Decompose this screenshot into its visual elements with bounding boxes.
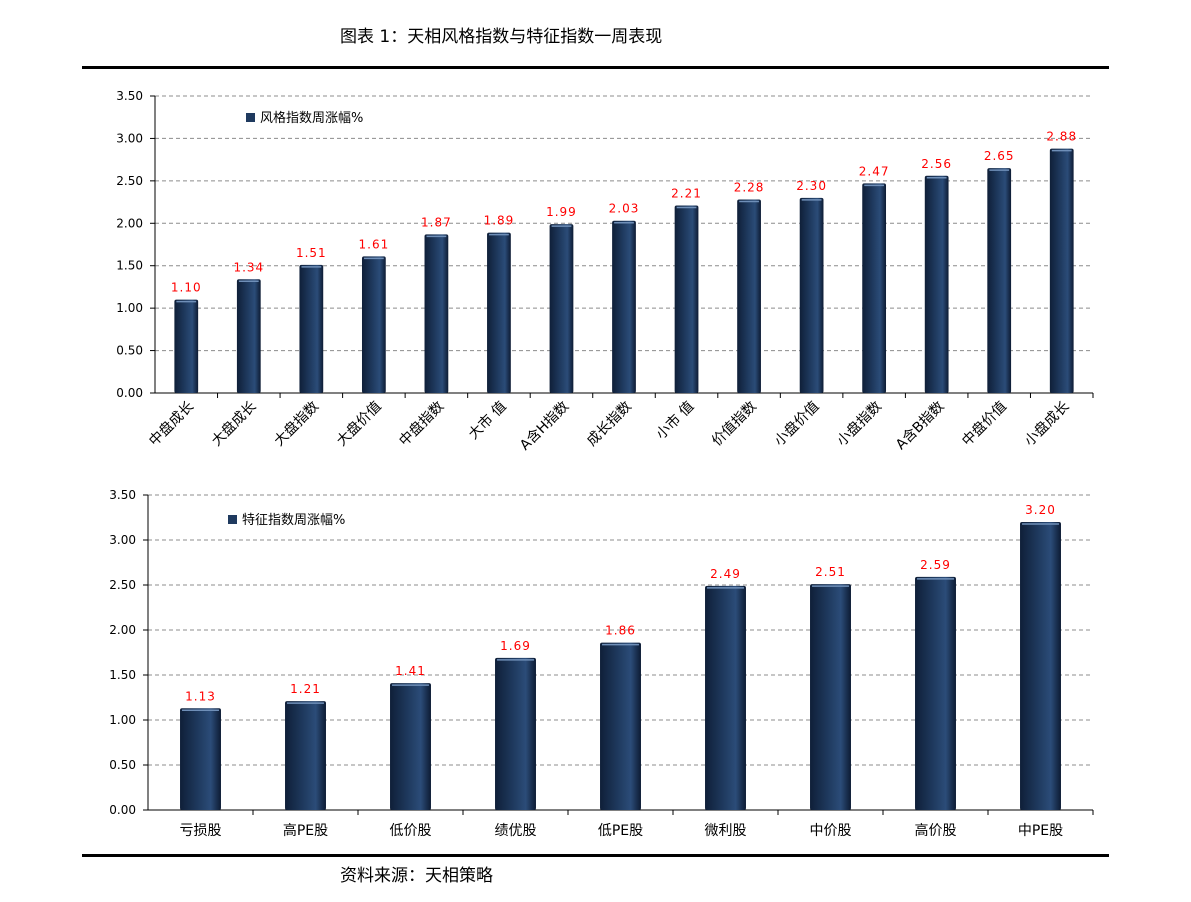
y-tick-label: 3.00 [109,533,136,547]
y-tick-label: 1.50 [109,668,136,682]
bar [390,683,431,810]
y-tick-label: 1.00 [109,713,136,727]
data-label: 1.51 [296,246,327,260]
data-label: 1.21 [290,682,321,696]
bar [915,576,956,810]
y-tick-label: 2.00 [116,216,143,230]
bar [299,264,324,393]
data-label: 1.69 [500,639,531,653]
data-label: 2.30 [796,179,827,193]
bar [987,168,1012,393]
feature-index-chart: 0.00 0.50 1.00 1.50 2.00 2.50 3.00 3.50 1.13 亏损股 1… [109,488,1094,839]
bar [236,279,261,393]
data-label: 1.61 [359,237,390,251]
data-label: 1.87 [421,215,452,229]
data-label: 2.59 [920,558,951,572]
bar [1049,148,1074,393]
bar [810,584,851,810]
bar [495,657,536,810]
category-label: 高PE股 [283,822,328,839]
bar [705,585,746,810]
bar [862,183,887,393]
category-label: 中价股 [810,823,852,839]
data-label: 2.56 [921,157,952,171]
data-label: 2.03 [609,202,640,216]
bar [424,234,449,393]
y-tick-label: 2.50 [116,174,143,188]
source-note: 资料来源：天相策略 [340,866,493,886]
y-tick-label: 0.50 [109,758,136,772]
data-label: 2.65 [984,149,1015,163]
bar [174,299,199,393]
y-tick-label: 2.50 [109,578,136,592]
data-label: 2.47 [859,164,890,178]
bar [487,232,511,393]
y-tick-label: 0.00 [116,386,143,400]
legend-label: 特征指数周涨幅% [242,513,345,528]
category-label: 中PE股 [1018,823,1063,839]
y-tick-label: 1.50 [116,259,143,273]
bar [285,701,326,810]
y-tick-label: 3.00 [116,131,143,145]
data-label: 1.86 [605,624,636,638]
bar [924,175,949,393]
bar [612,220,636,393]
figure-title: 图表 1：天相风格指数与特征指数一周表现 [340,27,663,47]
data-label: 1.10 [171,281,202,295]
legend-swatch [246,113,255,122]
data-label: 2.49 [710,567,741,581]
bar [600,642,641,810]
data-label: 1.89 [484,214,515,228]
data-label: 2.28 [734,181,765,195]
data-label: 2.51 [815,565,846,579]
category-label: 亏损股 [180,823,222,839]
bar [674,205,699,393]
bar [180,708,221,810]
bar [799,197,824,393]
data-label: 1.99 [546,205,577,219]
category-label: 低价股 [390,823,432,839]
data-label: 1.34 [233,260,264,274]
y-tick-label: 3.50 [116,89,143,103]
y-tick-label: 2.00 [109,623,136,637]
y-tick-label: 1.00 [116,301,143,315]
bar [737,199,761,393]
top-rule [82,66,1109,69]
y-tick-label: 0.00 [109,803,136,817]
bar [361,256,386,393]
data-label: 1.13 [185,689,216,703]
bar [549,224,574,393]
style-index-chart: 0.000.501.001.502.002.503.003.501.10中盘成长… [116,89,1094,454]
bottom-rule [82,854,1109,857]
data-label: 3.20 [1025,503,1056,517]
data-label: 2.21 [671,186,702,200]
bar [1020,522,1061,810]
category-label: 微利股 [705,823,747,839]
data-label: 2.88 [1046,130,1077,144]
category-label: 低PE股 [598,823,643,839]
legend-label: 风格指数周涨幅% [260,110,363,126]
category-label: 高价股 [915,822,957,839]
y-tick-label: 0.50 [116,344,143,358]
category-label: 绩优股 [495,823,537,839]
y-tick-label: 3.50 [109,488,136,502]
legend-swatch [228,515,237,524]
data-label: 1.41 [395,664,426,678]
